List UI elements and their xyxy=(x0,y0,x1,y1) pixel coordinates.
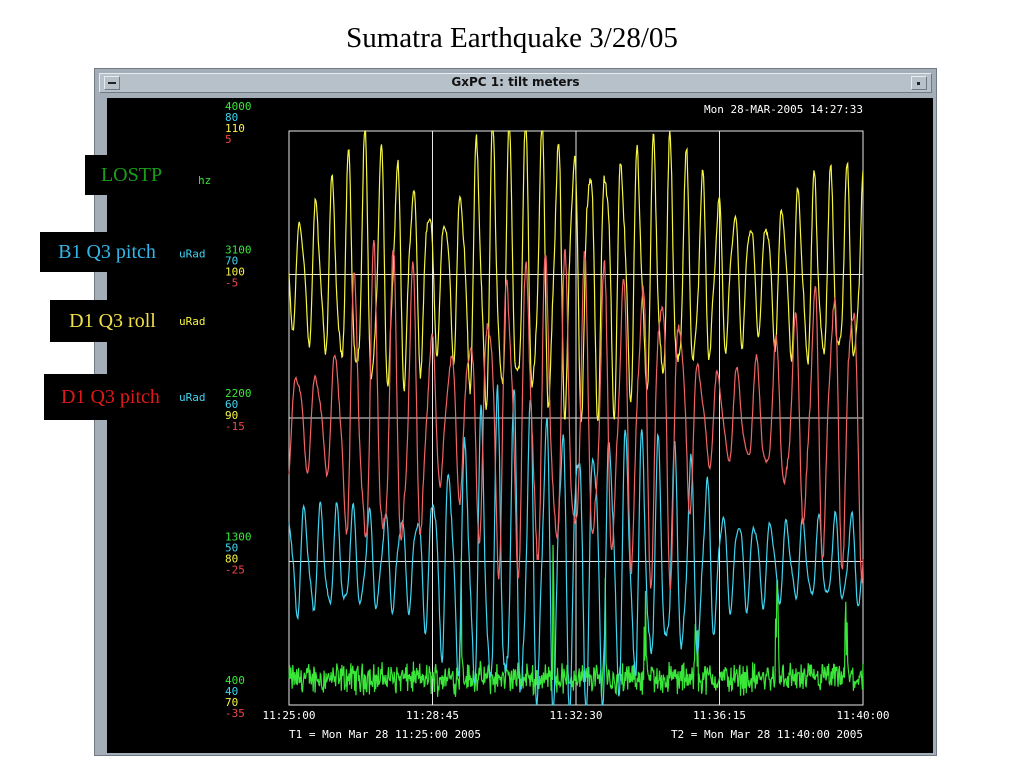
series-line-d1_q3_pitch xyxy=(288,240,864,590)
t1-label: T1 = Mon Mar 28 11:25:00 2005 xyxy=(289,728,481,741)
y-tick-label: 400 xyxy=(225,674,245,687)
roll-unit-label: uRad xyxy=(179,315,206,328)
y-unit-label: uRad xyxy=(179,248,206,261)
y-tick-label: -15 xyxy=(225,420,245,433)
y-tick-label: -5 xyxy=(225,277,238,290)
tilt-meter-chart: 4000801105310070100-5uRad22006090-15uRad… xyxy=(179,100,890,741)
x-tick-label: 11:40:00 xyxy=(837,709,890,722)
series-line-d1_q3_roll xyxy=(288,130,864,423)
slide-title: Sumatra Earthquake 3/28/05 xyxy=(346,22,678,54)
x-tick-label: 11:25:00 xyxy=(263,709,316,722)
y-tick-label: 70 xyxy=(225,255,238,268)
y-tick-label: 100 xyxy=(225,266,245,279)
lostp-unit-label: hz xyxy=(198,174,211,187)
tag-lostp-label: LOSTP xyxy=(100,163,163,186)
x-tick-label: 11:28:45 xyxy=(406,709,459,722)
plot-timestamp: Mon 28-MAR-2005 14:27:33 xyxy=(704,103,863,116)
y-tick-label: 1300 xyxy=(225,531,252,544)
tag-b1-q3-pitch-label: B1 Q3 pitch xyxy=(58,240,156,263)
tag-d1-q3-pitch-label: D1 Q3 pitch xyxy=(61,385,160,408)
plot-canvas: 4000 80 110 5 3100 70 100 -5 uRad 2200 60 90 -15 uRad… xyxy=(107,98,933,753)
window-titlebar[interactable]: GxPC 1: tilt meters xyxy=(99,73,932,93)
y-tick-label: 70 xyxy=(225,696,238,709)
y-tick-label: 2200 xyxy=(225,387,252,400)
y-tick-label: 90 xyxy=(225,409,238,422)
tag-b1-q3-pitch: B1 Q3 pitch xyxy=(40,232,174,272)
window-menu-icon[interactable] xyxy=(104,76,120,90)
y-tick-label: 110 xyxy=(225,122,245,135)
y-tick-label: -25 xyxy=(225,564,245,577)
y-tick-label: -35 xyxy=(225,707,245,720)
y-tick-label: 50 xyxy=(225,542,238,555)
tag-d1-q3-roll-label: D1 Q3 roll xyxy=(69,309,156,332)
y-tick-label: 4000 xyxy=(225,100,252,113)
tag-d1-q3-pitch: D1 Q3 pitch xyxy=(44,374,177,420)
y-tick-label: 5 xyxy=(225,133,232,146)
tag-lostp: LOSTP xyxy=(85,155,178,195)
x-tick-label: 11:32:30 xyxy=(550,709,603,722)
t2-label: T2 = Mon Mar 28 11:40:00 2005 xyxy=(671,728,863,741)
y-tick-label: 80 xyxy=(225,553,238,566)
window-title: GxPC 1: tilt meters xyxy=(451,75,580,89)
y-tick-label: 60 xyxy=(225,398,238,411)
minimize-icon[interactable] xyxy=(911,76,927,90)
x-tick-label: 11:36:15 xyxy=(693,709,746,722)
y-tick-label: 80 xyxy=(225,111,238,124)
y-unit-label: uRad xyxy=(179,391,206,404)
series-line-lostp xyxy=(288,544,864,697)
tag-d1-q3-roll: D1 Q3 roll xyxy=(50,300,175,342)
y-tick-label: 3100 xyxy=(225,244,252,257)
plot-window: GxPC 1: tilt meters 4000 80 110 5 3100 70 100-… xyxy=(94,68,937,756)
y-tick-label: 40 xyxy=(225,685,238,698)
